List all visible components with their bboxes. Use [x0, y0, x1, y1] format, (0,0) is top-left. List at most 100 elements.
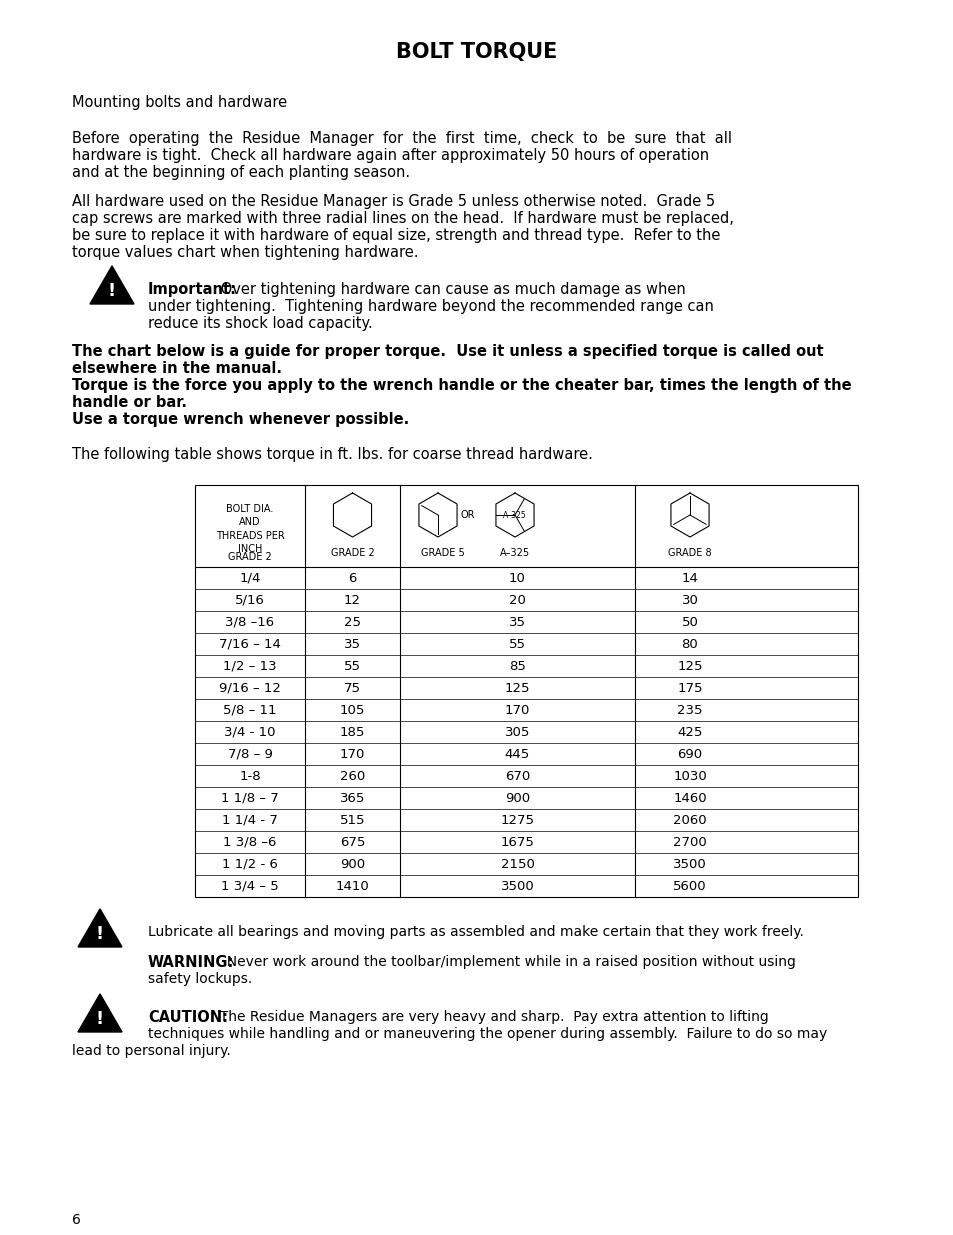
Text: 1/2 – 13: 1/2 – 13 — [223, 659, 276, 673]
Text: !: ! — [96, 925, 104, 942]
Text: 445: 445 — [504, 747, 530, 761]
Text: 235: 235 — [677, 704, 702, 716]
Text: 1 1/8 – 7: 1 1/8 – 7 — [221, 792, 278, 804]
Text: 1 1/2 - 6: 1 1/2 - 6 — [222, 857, 277, 871]
Text: lead to personal injury.: lead to personal injury. — [71, 1044, 231, 1058]
Text: elsewhere in the manual.: elsewhere in the manual. — [71, 361, 282, 375]
Text: be sure to replace it with hardware of equal size, strength and thread type.  Re: be sure to replace it with hardware of e… — [71, 228, 720, 243]
Text: 900: 900 — [504, 792, 530, 804]
Text: 35: 35 — [344, 637, 360, 651]
Text: 260: 260 — [339, 769, 365, 783]
Text: 75: 75 — [344, 682, 360, 694]
Text: The Residue Managers are very heavy and sharp.  Pay extra attention to lifting: The Residue Managers are very heavy and … — [211, 1010, 768, 1024]
Text: 9/16 – 12: 9/16 – 12 — [219, 682, 280, 694]
Text: 1 3/4 – 5: 1 3/4 – 5 — [221, 879, 278, 893]
Text: 170: 170 — [339, 747, 365, 761]
Text: 5600: 5600 — [673, 879, 706, 893]
Text: 105: 105 — [339, 704, 365, 716]
Text: 7/8 – 9: 7/8 – 9 — [228, 747, 273, 761]
Text: 25: 25 — [344, 615, 360, 629]
Text: 305: 305 — [504, 725, 530, 739]
Text: 2700: 2700 — [673, 836, 706, 848]
Text: GRADE 5: GRADE 5 — [420, 548, 464, 558]
Polygon shape — [78, 909, 122, 947]
Text: Over tightening hardware can cause as much damage as when: Over tightening hardware can cause as mu… — [215, 282, 685, 296]
Text: 425: 425 — [677, 725, 702, 739]
Text: 10: 10 — [509, 572, 525, 584]
Text: 3500: 3500 — [500, 879, 534, 893]
Text: GRADE 2: GRADE 2 — [331, 548, 374, 558]
Text: 1030: 1030 — [673, 769, 706, 783]
Text: OR: OR — [460, 510, 475, 520]
Polygon shape — [78, 994, 122, 1032]
Text: 7/16 – 14: 7/16 – 14 — [219, 637, 280, 651]
Text: 14: 14 — [680, 572, 698, 584]
Text: !: ! — [108, 282, 116, 300]
Text: techniques while handling and or maneuvering the opener during assembly.  Failur: techniques while handling and or maneuve… — [148, 1028, 826, 1041]
Text: Torque is the force you apply to the wrench handle or the cheater bar, times the: Torque is the force you apply to the wre… — [71, 378, 851, 393]
Text: 80: 80 — [680, 637, 698, 651]
Text: CAUTION:: CAUTION: — [148, 1010, 228, 1025]
Text: 1675: 1675 — [500, 836, 534, 848]
Text: 1460: 1460 — [673, 792, 706, 804]
Text: Before  operating  the  Residue  Manager  for  the  first  time,  check  to  be : Before operating the Residue Manager for… — [71, 131, 731, 146]
Text: Important:: Important: — [148, 282, 236, 296]
Text: A–325: A–325 — [499, 548, 530, 558]
Text: 185: 185 — [339, 725, 365, 739]
Text: 20: 20 — [509, 594, 525, 606]
Text: A–325: A–325 — [502, 510, 526, 520]
Text: 55: 55 — [344, 659, 360, 673]
Text: 1 3/8 –6: 1 3/8 –6 — [223, 836, 276, 848]
Text: BOLT TORQUE: BOLT TORQUE — [395, 42, 558, 62]
Text: hardware is tight.  Check all hardware again after approximately 50 hours of ope: hardware is tight. Check all hardware ag… — [71, 148, 708, 163]
Text: BOLT DIA.
AND
THREADS PER
INCH: BOLT DIA. AND THREADS PER INCH — [215, 504, 284, 553]
Text: WARNING:: WARNING: — [148, 955, 234, 969]
Bar — [194, 485, 857, 897]
Text: 5/16: 5/16 — [234, 594, 265, 606]
Text: The chart below is a guide for proper torque.  Use it unless a specified torque : The chart below is a guide for proper to… — [71, 345, 822, 359]
Text: 5/8 – 11: 5/8 – 11 — [223, 704, 276, 716]
Text: 125: 125 — [677, 659, 702, 673]
Text: Use a torque wrench whenever possible.: Use a torque wrench whenever possible. — [71, 412, 409, 427]
Text: GRADE 8: GRADE 8 — [667, 548, 711, 558]
Text: 1/4: 1/4 — [239, 572, 260, 584]
Text: !: ! — [96, 1010, 104, 1028]
Text: 1410: 1410 — [335, 879, 369, 893]
Text: 1-8: 1-8 — [239, 769, 260, 783]
Text: 3/4 - 10: 3/4 - 10 — [224, 725, 275, 739]
Text: 3/8 –16: 3/8 –16 — [225, 615, 274, 629]
Text: cap screws are marked with three radial lines on the head.  If hardware must be : cap screws are marked with three radial … — [71, 211, 733, 226]
Text: 670: 670 — [504, 769, 530, 783]
Text: 12: 12 — [344, 594, 360, 606]
Text: handle or bar.: handle or bar. — [71, 395, 187, 410]
Text: GRADE 2: GRADE 2 — [228, 552, 272, 562]
Text: 3500: 3500 — [673, 857, 706, 871]
Polygon shape — [90, 266, 133, 304]
Text: 2150: 2150 — [500, 857, 534, 871]
Text: 900: 900 — [339, 857, 365, 871]
Text: 1 1/4 - 7: 1 1/4 - 7 — [222, 814, 277, 826]
Text: 6: 6 — [71, 1213, 81, 1228]
Text: 690: 690 — [677, 747, 701, 761]
Text: 85: 85 — [509, 659, 525, 673]
Text: torque values chart when tightening hardware.: torque values chart when tightening hard… — [71, 245, 418, 261]
Text: 175: 175 — [677, 682, 702, 694]
Text: and at the beginning of each planting season.: and at the beginning of each planting se… — [71, 165, 410, 180]
Text: 6: 6 — [348, 572, 356, 584]
Text: 30: 30 — [680, 594, 698, 606]
Text: 125: 125 — [504, 682, 530, 694]
Text: 55: 55 — [509, 637, 525, 651]
Text: Mounting bolts and hardware: Mounting bolts and hardware — [71, 95, 287, 110]
Text: Lubricate all bearings and moving parts as assembled and make certain that they : Lubricate all bearings and moving parts … — [148, 925, 803, 939]
Text: 170: 170 — [504, 704, 530, 716]
Text: Never work around the toolbar/implement while in a raised position without using: Never work around the toolbar/implement … — [218, 955, 795, 969]
Text: 35: 35 — [509, 615, 525, 629]
Text: under tightening.  Tightening hardware beyond the recommended range can: under tightening. Tightening hardware be… — [148, 299, 713, 314]
Text: 50: 50 — [680, 615, 698, 629]
Text: The following table shows torque in ft. lbs. for coarse thread hardware.: The following table shows torque in ft. … — [71, 447, 592, 462]
Text: 515: 515 — [339, 814, 365, 826]
Text: safety lockups.: safety lockups. — [148, 972, 252, 986]
Text: 2060: 2060 — [673, 814, 706, 826]
Text: 365: 365 — [339, 792, 365, 804]
Text: 675: 675 — [339, 836, 365, 848]
